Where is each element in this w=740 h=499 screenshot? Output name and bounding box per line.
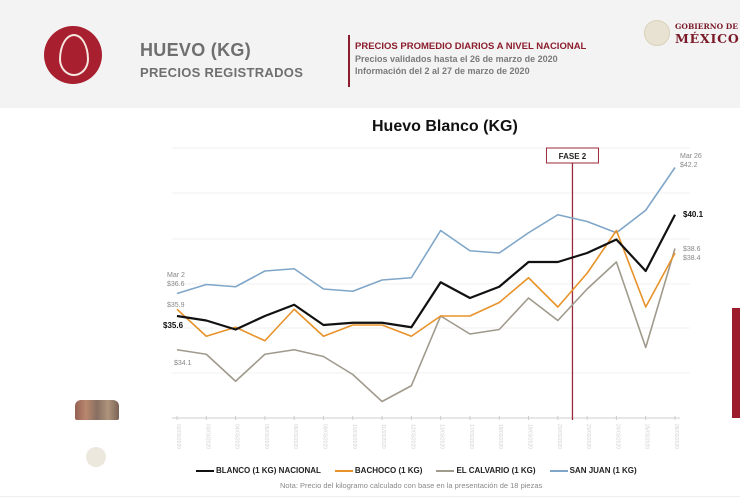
x-tick-label: 25/03/2020 xyxy=(644,424,650,449)
coat-of-arms-icon xyxy=(644,20,670,46)
x-tick-label: 17/03/2020 xyxy=(468,424,474,449)
x-tick-label: 26/03/2020 xyxy=(673,424,679,449)
info-validated: Precios validados hasta el 26 de marzo d… xyxy=(355,54,558,64)
data-label: $35.9 xyxy=(167,302,185,309)
header-banner: HUEVO (KG) PRECIOS REGISTRADOS PRECIOS P… xyxy=(0,0,740,108)
data-label: $42.2 xyxy=(680,162,698,169)
divider xyxy=(348,35,350,87)
data-label: $36.6 xyxy=(167,281,185,288)
x-tick-label: 09/03/2020 xyxy=(321,424,327,449)
x-tick-label: 10/03/2020 xyxy=(351,424,357,449)
x-tick-label: 12/03/2020 xyxy=(409,424,415,449)
side-tab xyxy=(732,308,740,418)
footer-divider xyxy=(0,496,740,497)
x-tick-label: 23/03/2020 xyxy=(585,424,591,449)
x-tick-label: 05/03/2020 xyxy=(263,424,269,449)
product-subtitle: PRECIOS REGISTRADOS xyxy=(140,65,304,80)
data-label: $34.1 xyxy=(174,360,192,367)
chart-plot: 02/03/2020 03/03/2020 04/03/2020 05/03/2020… xyxy=(163,147,704,449)
data-label: Mar 2 xyxy=(167,272,185,279)
data-label: Mar 26 xyxy=(680,153,702,160)
x-tick-label: 24/03/2020 xyxy=(614,424,620,449)
data-label: $35.6 xyxy=(163,321,184,330)
series-line xyxy=(176,214,676,331)
info-range: Información del 2 al 27 de marzo de 2020 xyxy=(355,66,530,76)
x-tick-label: 03/03/2020 xyxy=(204,424,210,449)
chart-note: Nota: Precio del kilogramo calculado con… xyxy=(280,481,543,490)
series-line xyxy=(176,248,676,403)
x-tick-label: 20/03/2020 xyxy=(556,424,562,449)
series-line xyxy=(176,229,676,342)
line-chart: 02/03/2020 03/03/2020 04/03/2020 05/03/2020… xyxy=(140,138,710,463)
chart-title: Huevo Blanco (KG) xyxy=(372,118,518,135)
x-tick-label: 13/03/2020 xyxy=(439,424,445,449)
x-tick-label: 02/03/2020 xyxy=(175,424,181,449)
x-tick-label: 06/03/2020 xyxy=(292,424,298,449)
data-label: $38.4 xyxy=(683,255,701,262)
legend-item-blanco: BLANCO (1 KG) NACIONAL xyxy=(196,466,321,475)
gov-logo-line1: GOBIERNO DE xyxy=(675,22,738,31)
x-tick-label: 18/03/2020 xyxy=(497,424,503,449)
phase-label-box xyxy=(545,147,599,164)
data-label: $38.6 xyxy=(683,246,701,253)
legend-item-calvario: EL CALVARIO (1 KG) xyxy=(436,466,536,475)
phase-label: FASE 2 xyxy=(559,152,587,161)
info-title: PRECIOS PROMEDIO DIARIOS A NIVEL NACIONA… xyxy=(355,41,587,52)
data-label: $40.1 xyxy=(683,210,704,219)
gov-logo-line2: MÉXICO xyxy=(675,31,740,46)
legend-item-bachoco: BACHOCO (1 KG) xyxy=(334,466,422,475)
people-illustration xyxy=(75,400,119,420)
series-line xyxy=(176,167,676,295)
legend-item-sanjuan: SAN JUAN (1 KG) xyxy=(549,466,637,475)
x-tick-label: 19/03/2020 xyxy=(527,424,533,449)
egg-icon xyxy=(44,26,102,84)
x-tick-label: 04/03/2020 xyxy=(234,424,240,449)
x-tick-label: 11/03/2020 xyxy=(380,424,386,449)
chart-legend: BLANCO (1 KG) NACIONAL BACHOCO (1 KG) EL… xyxy=(196,466,637,475)
seal-watermark-icon xyxy=(86,447,106,467)
product-title: HUEVO (KG) xyxy=(140,40,251,60)
